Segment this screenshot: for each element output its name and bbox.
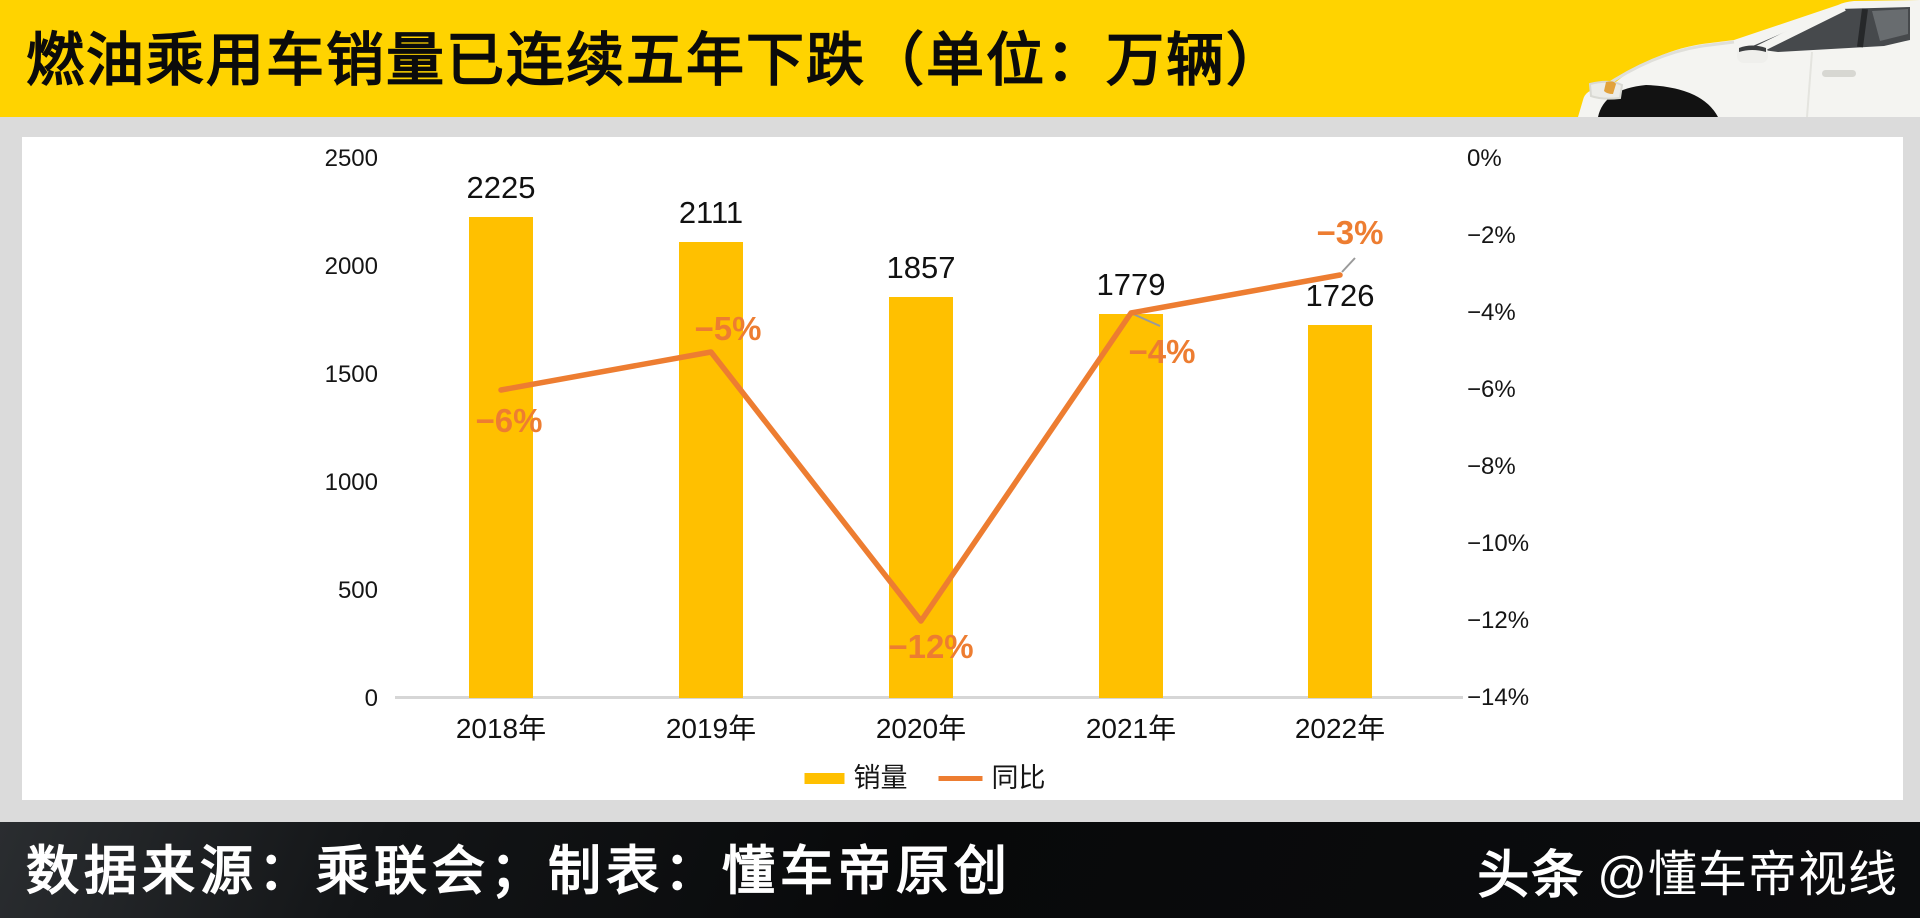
bar-value-label: 2111 bbox=[678, 195, 744, 230]
right-axis-tick: −10% bbox=[1467, 530, 1530, 557]
sales-bar-2022 bbox=[1308, 325, 1372, 698]
car-image bbox=[1578, 0, 1920, 117]
bar-value-label: 1726 bbox=[1305, 278, 1375, 313]
category-label: 2020年 bbox=[875, 713, 967, 744]
right-axis-tick: −12% bbox=[1467, 607, 1530, 634]
left-axis-tick: 2000 bbox=[324, 253, 378, 280]
yoy-label-2020: −12% bbox=[888, 628, 974, 665]
car-illustration bbox=[1550, 0, 1920, 117]
yoy-label-2018: −6% bbox=[475, 402, 543, 439]
window-reflection bbox=[1872, 9, 1908, 41]
brand-logo-text: 头条 bbox=[1477, 846, 1586, 905]
legend-yoy-label: 同比 bbox=[991, 763, 1046, 793]
bar-value-label: 2225 bbox=[466, 170, 536, 205]
car-windows bbox=[1748, 7, 1910, 52]
left-axis-tick: 1000 bbox=[324, 469, 378, 496]
category-label: 2019年 bbox=[665, 713, 757, 744]
right-axis-tick: −8% bbox=[1467, 453, 1516, 480]
sales-bar-2018 bbox=[469, 217, 533, 698]
brand-handle-text: @懂车帝视线 bbox=[1597, 847, 1898, 902]
hood-seam bbox=[1601, 40, 1735, 90]
left-axis-tick: 500 bbox=[337, 577, 378, 604]
door-handle bbox=[1822, 70, 1856, 77]
legend-yoy-swatch bbox=[938, 775, 983, 781]
side-mirror-glass bbox=[1739, 45, 1766, 52]
right-axis-tick: −6% bbox=[1467, 376, 1516, 403]
yoy-label-2021: −4% bbox=[1128, 333, 1196, 370]
left-axis-tick: 2500 bbox=[324, 145, 378, 172]
left-axis-tick: 0 bbox=[364, 685, 378, 712]
a-pillar bbox=[1749, 3, 1846, 57]
front-wheel bbox=[1598, 85, 1718, 117]
source-text: 数据来源：乘联会；制表：懂车帝原创 bbox=[26, 842, 1012, 901]
right-axis-tick: −4% bbox=[1467, 299, 1516, 326]
page-title: 燃油乘用车销量已连续五年下跌（单位：万辆） bbox=[26, 28, 1287, 93]
bar-value-label: 1857 bbox=[886, 250, 956, 285]
headlight-amber bbox=[1604, 81, 1616, 94]
sales-bar-2021 bbox=[1099, 314, 1163, 698]
b-pillar bbox=[1857, 8, 1868, 48]
legend-sales-label: 销量 bbox=[853, 763, 908, 793]
yoy-label-2022: −3% bbox=[1316, 214, 1384, 251]
brand-block: 头条 @懂车帝视线 bbox=[1477, 822, 1898, 918]
legend: 销量 同比 bbox=[804, 762, 1046, 794]
door-seam bbox=[1806, 51, 1813, 117]
right-axis-tick: 0% bbox=[1467, 145, 1502, 172]
category-label: 2018年 bbox=[455, 713, 547, 744]
yoy-label-2019: −5% bbox=[694, 310, 762, 347]
right-axis-tick: −14% bbox=[1467, 684, 1530, 711]
legend-sales-swatch bbox=[804, 772, 845, 784]
bar-value-label: 1779 bbox=[1096, 267, 1166, 302]
category-label: 2021年 bbox=[1085, 713, 1177, 744]
left-axis-tick: 1500 bbox=[324, 361, 378, 388]
category-label: 2022年 bbox=[1294, 713, 1386, 744]
header-bar: 燃油乘用车销量已连续五年下跌（单位：万辆） bbox=[0, 0, 1920, 117]
footer-bar: 数据来源：乘联会；制表：懂车帝原创 头条 @懂车帝视线 bbox=[0, 822, 1920, 918]
right-axis-tick: −2% bbox=[1467, 222, 1516, 249]
